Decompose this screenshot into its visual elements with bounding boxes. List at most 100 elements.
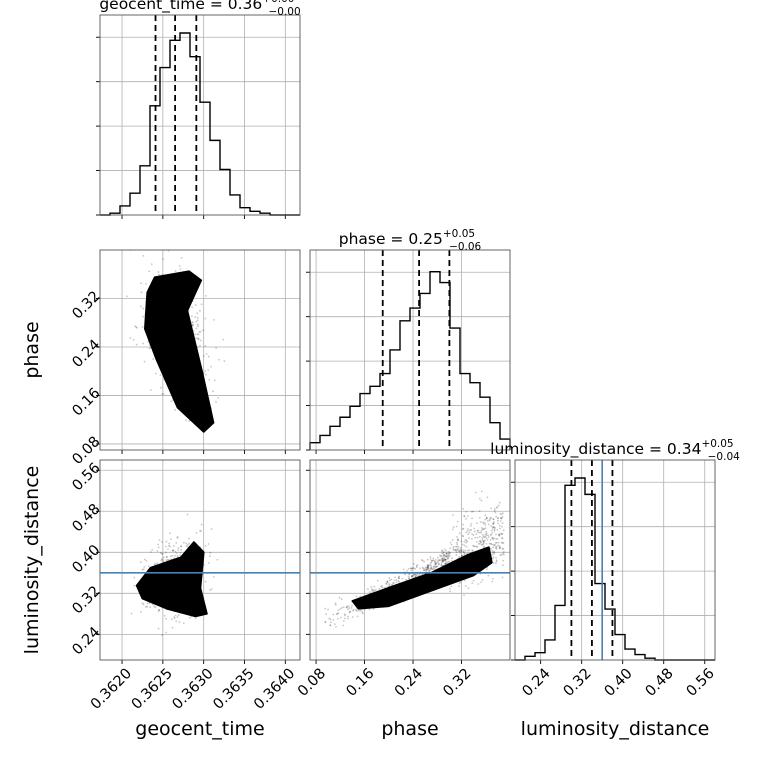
sample-point	[172, 549, 175, 552]
sample-point	[333, 623, 336, 626]
sample-point	[204, 370, 207, 372]
sample-point	[486, 539, 489, 541]
sample-point	[413, 574, 415, 576]
sample-point	[434, 561, 437, 564]
sample-point	[497, 534, 500, 536]
sample-point	[442, 554, 445, 557]
sample-point	[502, 541, 505, 544]
sample-point	[168, 544, 170, 547]
title-minus: −0.04	[708, 451, 740, 463]
sample-point	[475, 533, 478, 536]
sample-point	[149, 606, 152, 609]
yaxis-label-phase: phase	[21, 321, 43, 378]
sample-point	[433, 559, 436, 562]
sample-point	[324, 621, 327, 623]
sample-point	[404, 573, 407, 576]
sample-point	[142, 568, 145, 571]
sample-point	[416, 564, 419, 566]
xtick-label-geocent_time: 0.3630	[170, 666, 217, 713]
sample-point	[497, 517, 500, 519]
sample-point	[459, 551, 462, 554]
sample-point	[448, 554, 451, 557]
sample-point	[452, 526, 455, 528]
sample-point	[163, 614, 166, 617]
panel-2d-geocent_time-vs-phase	[96, 249, 301, 454]
sample-point	[388, 579, 391, 582]
sample-point	[376, 579, 379, 582]
sample-point	[491, 526, 494, 528]
sample-point	[484, 527, 487, 530]
sample-point	[427, 567, 430, 570]
sample-point	[177, 549, 180, 551]
sample-point	[381, 586, 384, 589]
sample-point	[481, 538, 484, 541]
sample-point	[351, 616, 354, 618]
sample-point	[482, 539, 484, 542]
sample-point	[425, 568, 428, 571]
sample-point	[347, 608, 349, 611]
sample-point	[456, 543, 459, 546]
sample-point	[434, 562, 437, 565]
sample-point	[164, 551, 167, 554]
sample-point	[444, 563, 447, 565]
sample-point	[434, 566, 437, 568]
sample-point	[434, 563, 437, 565]
sample-point	[483, 545, 486, 548]
sample-point	[159, 551, 162, 554]
sample-point	[397, 577, 400, 580]
sample-point	[465, 510, 468, 513]
sample-point	[465, 541, 468, 544]
sample-point	[468, 531, 471, 534]
sample-point	[479, 540, 482, 543]
sample-point	[493, 510, 496, 512]
sample-point	[500, 517, 503, 520]
sample-point	[461, 528, 464, 530]
sample-point	[497, 522, 499, 525]
sample-point	[467, 533, 469, 536]
sample-point	[457, 547, 459, 550]
sample-point	[342, 624, 345, 627]
sample-point	[472, 545, 475, 548]
sample-point	[337, 612, 340, 615]
sample-point	[473, 530, 476, 533]
sample-point	[348, 611, 351, 614]
sample-point	[500, 513, 503, 516]
sample-point	[422, 567, 424, 570]
sample-point	[336, 617, 339, 620]
sample-point	[408, 577, 411, 580]
sample-point	[443, 558, 446, 561]
sample-point	[406, 569, 409, 572]
sample-point	[444, 563, 447, 565]
sample-point	[501, 537, 503, 540]
sample-point	[455, 545, 458, 548]
sample-point	[499, 547, 502, 549]
sample-point	[447, 557, 449, 560]
title-main: luminosity_distance = 0.34	[490, 440, 701, 459]
sample-point	[473, 527, 476, 530]
sample-point	[349, 610, 352, 613]
sample-point	[434, 563, 436, 566]
sample-point	[493, 530, 496, 532]
sample-point	[496, 517, 499, 520]
sample-point	[493, 537, 495, 540]
sample-point	[478, 497, 481, 500]
sample-point	[158, 273, 160, 276]
sample-point	[166, 555, 168, 558]
sample-point	[485, 517, 488, 520]
yaxis-label-luminosity_distance: luminosity_distance	[21, 466, 43, 655]
hist-panel-geocent_time: geocent_time = 0.36+0.00−0.00	[96, 0, 301, 219]
panel-body	[100, 250, 300, 450]
sample-point	[385, 582, 387, 585]
sample-point	[142, 342, 145, 345]
sample-point	[348, 607, 351, 609]
sample-point	[455, 525, 458, 528]
xtick-label-luminosity_distance: 0.40	[602, 666, 636, 700]
sample-point	[156, 549, 159, 552]
sample-point	[447, 556, 450, 559]
sample-point	[413, 573, 416, 576]
sample-point	[441, 559, 444, 562]
title-minus: −0.00	[268, 6, 300, 18]
sample-point	[209, 555, 211, 558]
ytick-label-luminosity_distance: 0.24	[70, 624, 104, 658]
sample-point	[447, 552, 450, 555]
